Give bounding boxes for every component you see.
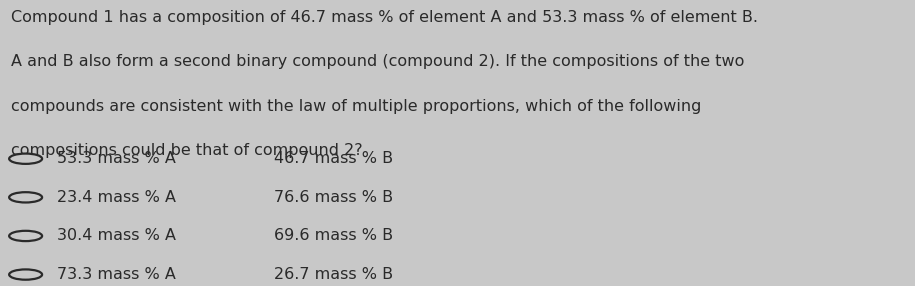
Text: 76.6 mass % B: 76.6 mass % B xyxy=(274,190,393,205)
Text: compositions could be that of compound 2?: compositions could be that of compound 2… xyxy=(11,143,362,158)
Text: 46.7 mass % B: 46.7 mass % B xyxy=(274,151,393,166)
Text: Compound 1 has a composition of 46.7 mass % of element A and 53.3 mass % of elem: Compound 1 has a composition of 46.7 mas… xyxy=(11,10,758,25)
Circle shape xyxy=(9,192,42,202)
Circle shape xyxy=(9,269,42,280)
Text: 30.4 mass % A: 30.4 mass % A xyxy=(57,229,176,243)
Text: 26.7 mass % B: 26.7 mass % B xyxy=(274,267,393,282)
Circle shape xyxy=(9,231,42,241)
Text: 23.4 mass % A: 23.4 mass % A xyxy=(57,190,176,205)
Text: 69.6 mass % B: 69.6 mass % B xyxy=(274,229,393,243)
Text: A and B also form a second binary compound (compound 2). If the compositions of : A and B also form a second binary compou… xyxy=(11,54,745,69)
Text: 73.3 mass % A: 73.3 mass % A xyxy=(57,267,176,282)
Text: compounds are consistent with the law of multiple proportions, which of the foll: compounds are consistent with the law of… xyxy=(11,99,702,114)
Text: 53.3 mass % A: 53.3 mass % A xyxy=(57,151,176,166)
Circle shape xyxy=(9,154,42,164)
